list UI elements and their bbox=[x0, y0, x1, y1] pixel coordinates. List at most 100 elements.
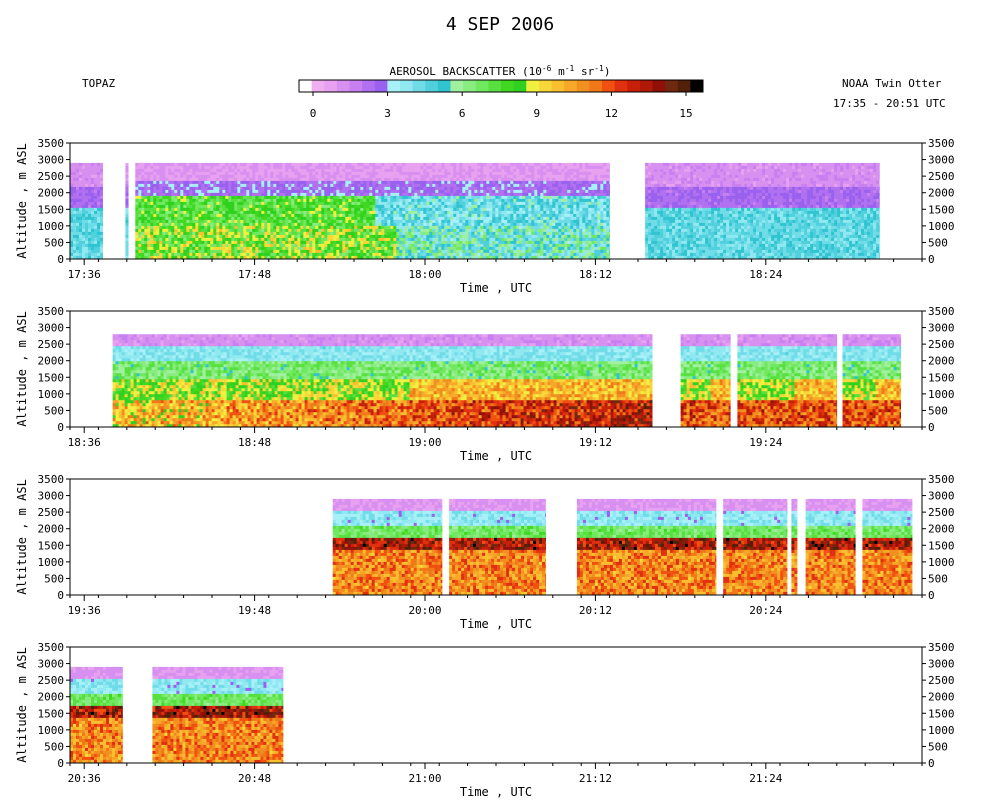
heatmap-cell bbox=[297, 193, 300, 196]
heatmap-cell bbox=[447, 253, 450, 256]
heatmap-cell bbox=[100, 178, 103, 181]
heatmap-cell bbox=[480, 205, 483, 208]
heatmap-cell bbox=[162, 199, 165, 202]
heatmap-cell bbox=[429, 232, 432, 235]
heatmap-cell bbox=[288, 226, 291, 229]
heatmap-cell bbox=[258, 184, 261, 187]
heatmap-cell bbox=[360, 193, 363, 196]
heatmap-cell bbox=[312, 196, 315, 199]
heatmap-cell bbox=[402, 217, 405, 220]
heatmap-cell bbox=[363, 220, 366, 223]
heatmap-cell bbox=[372, 169, 375, 172]
heatmap-cell bbox=[294, 217, 297, 220]
heatmap-cell bbox=[393, 244, 396, 247]
heatmap-cell bbox=[210, 169, 213, 172]
heatmap-cell bbox=[351, 190, 354, 193]
heatmap-cell bbox=[369, 232, 372, 235]
heatmap-cell bbox=[85, 208, 88, 211]
heatmap-cell bbox=[82, 166, 85, 169]
heatmap-cell bbox=[144, 247, 147, 250]
heatmap-cell bbox=[519, 169, 522, 172]
heatmap-cell bbox=[513, 172, 516, 175]
heatmap-cell bbox=[237, 181, 240, 184]
heatmap-cell bbox=[519, 250, 522, 253]
heatmap-cell bbox=[435, 238, 438, 241]
heatmap-cell bbox=[228, 166, 231, 169]
heatmap-cell bbox=[315, 181, 318, 184]
heatmap-cell bbox=[528, 229, 531, 232]
heatmap-cell bbox=[336, 241, 339, 244]
heatmap-cell bbox=[351, 232, 354, 235]
heatmap-cell bbox=[85, 187, 88, 190]
heatmap-cell bbox=[375, 241, 378, 244]
heatmap-cell bbox=[183, 175, 186, 178]
heatmap-cell bbox=[249, 229, 252, 232]
heatmap-cell bbox=[543, 199, 546, 202]
heatmap-cell bbox=[252, 175, 255, 178]
heatmap-cell bbox=[420, 250, 423, 253]
heatmap-cell bbox=[300, 229, 303, 232]
heatmap-cell bbox=[195, 208, 198, 211]
heatmap-cell bbox=[306, 175, 309, 178]
heatmap-cell bbox=[186, 202, 189, 205]
heatmap-cell bbox=[426, 196, 429, 199]
heatmap-cell bbox=[480, 187, 483, 190]
heatmap-cell bbox=[91, 226, 94, 229]
heatmap-cell bbox=[309, 193, 312, 196]
heatmap-cell bbox=[180, 181, 183, 184]
heatmap-cell bbox=[369, 235, 372, 238]
heatmap-cell bbox=[513, 175, 516, 178]
heatmap-cell bbox=[330, 244, 333, 247]
heatmap-cell bbox=[156, 235, 159, 238]
heatmap-cell bbox=[411, 175, 414, 178]
heatmap-cell bbox=[147, 199, 150, 202]
heatmap-cell bbox=[174, 211, 177, 214]
heatmap-cell bbox=[252, 208, 255, 211]
heatmap-cell bbox=[264, 229, 267, 232]
heatmap-cell bbox=[390, 250, 393, 253]
heatmap-cell bbox=[471, 232, 474, 235]
heatmap-cell bbox=[255, 190, 258, 193]
heatmap-cell bbox=[153, 247, 156, 250]
heatmap-cell bbox=[73, 187, 76, 190]
heatmap-cell bbox=[162, 208, 165, 211]
heatmap-cell bbox=[399, 202, 402, 205]
heatmap-cell bbox=[168, 238, 171, 241]
heatmap-cell bbox=[153, 217, 156, 220]
heatmap-cell bbox=[351, 253, 354, 256]
heatmap-cell bbox=[156, 178, 159, 181]
heatmap-cell bbox=[297, 178, 300, 181]
heatmap-cell bbox=[186, 235, 189, 238]
heatmap-cell bbox=[165, 175, 168, 178]
heatmap-cell bbox=[125, 247, 128, 250]
heatmap-cell bbox=[144, 253, 147, 256]
heatmap-cell bbox=[144, 199, 147, 202]
heatmap-cell bbox=[279, 241, 282, 244]
heatmap-cell bbox=[150, 247, 153, 250]
heatmap-cell bbox=[273, 175, 276, 178]
heatmap-cell bbox=[486, 181, 489, 184]
heatmap-cell bbox=[408, 178, 411, 181]
heatmap-cell bbox=[531, 166, 534, 169]
heatmap-cell bbox=[231, 214, 234, 217]
heatmap-cell bbox=[321, 208, 324, 211]
heatmap-cell bbox=[441, 193, 444, 196]
heatmap-cell bbox=[339, 247, 342, 250]
heatmap-cell bbox=[372, 205, 375, 208]
heatmap-cell bbox=[216, 175, 219, 178]
heatmap-cell bbox=[435, 211, 438, 214]
heatmap-cell bbox=[138, 220, 141, 223]
heatmap-cell bbox=[246, 199, 249, 202]
heatmap-cell bbox=[210, 217, 213, 220]
heatmap-cell bbox=[309, 166, 312, 169]
heatmap-cell bbox=[91, 178, 94, 181]
heatmap-cell bbox=[315, 178, 318, 181]
heatmap-cell bbox=[144, 208, 147, 211]
heatmap-cell bbox=[315, 235, 318, 238]
heatmap-cell bbox=[441, 247, 444, 250]
heatmap-cell bbox=[543, 193, 546, 196]
heatmap-cell bbox=[321, 241, 324, 244]
heatmap-cell bbox=[516, 181, 519, 184]
heatmap-cell bbox=[297, 166, 300, 169]
heatmap-cell bbox=[321, 232, 324, 235]
